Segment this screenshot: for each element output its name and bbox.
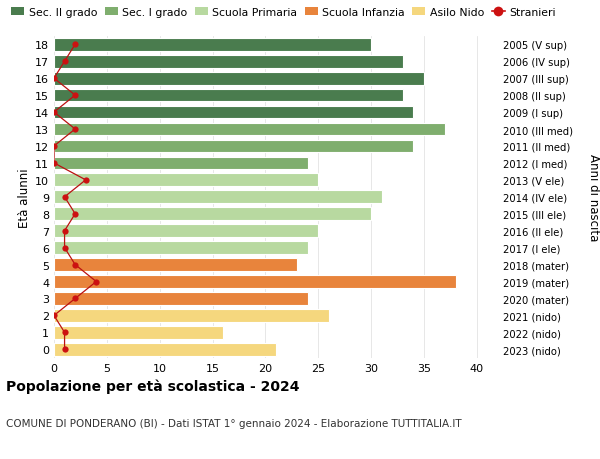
Bar: [54, 292, 308, 305]
Text: COMUNE DI PONDERANO (BI) - Dati ISTAT 1° gennaio 2024 - Elaborazione TUTTITALIA.: COMUNE DI PONDERANO (BI) - Dati ISTAT 1°…: [6, 418, 461, 428]
Y-axis label: Anni di nascita: Anni di nascita: [587, 154, 600, 241]
Legend: Sec. II grado, Sec. I grado, Scuola Primaria, Scuola Infanzia, Asilo Nido, Stran: Sec. II grado, Sec. I grado, Scuola Prim…: [11, 8, 556, 18]
Bar: [54, 174, 318, 187]
Text: Popolazione per età scolastica - 2024: Popolazione per età scolastica - 2024: [6, 379, 299, 393]
Bar: [54, 275, 456, 288]
Bar: [54, 208, 371, 221]
Bar: [54, 140, 413, 153]
Bar: [54, 191, 382, 204]
Bar: [54, 326, 223, 339]
Bar: [54, 106, 413, 119]
Bar: [54, 39, 371, 51]
Bar: [54, 259, 297, 271]
Bar: [54, 56, 403, 68]
Bar: [54, 343, 276, 356]
Bar: [54, 242, 308, 254]
Bar: [54, 123, 445, 136]
Y-axis label: Età alunni: Età alunni: [18, 168, 31, 227]
Bar: [54, 225, 318, 237]
Bar: [54, 157, 308, 170]
Bar: [54, 90, 403, 102]
Bar: [54, 73, 424, 85]
Bar: [54, 309, 329, 322]
